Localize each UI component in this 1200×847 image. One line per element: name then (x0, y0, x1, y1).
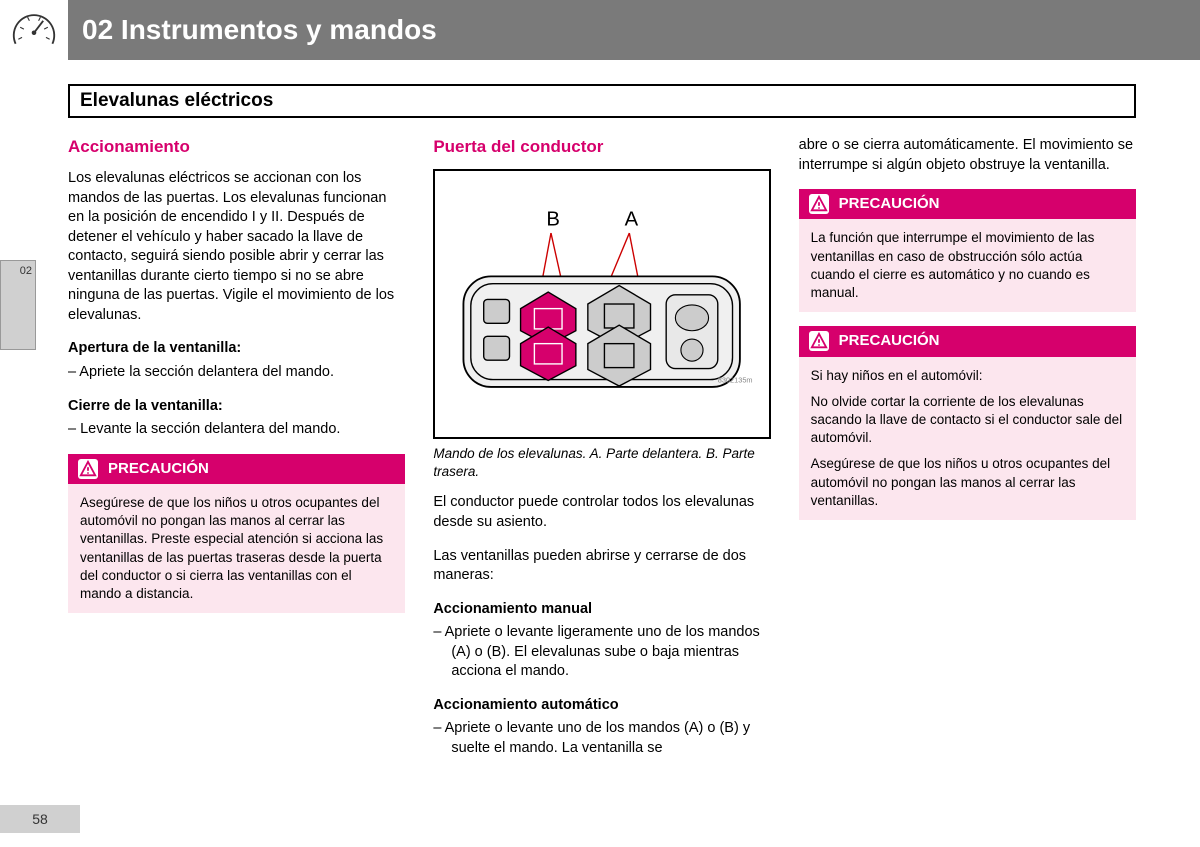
figure-caption: Mando de los elevalunas. A. Parte delant… (433, 445, 770, 481)
column-1: Accionamiento Los elevalunas eléctricos … (68, 136, 405, 787)
col1-li2: Levante la sección delantera del mando. (68, 420, 405, 440)
warning-body: Asegúrese de que los niños u otros ocupa… (68, 484, 405, 613)
col1-sub1: Apertura de la ventanilla: (68, 339, 405, 359)
warning-header: PRECAUCIÓN (799, 189, 1136, 219)
col2-heading: Puerta del conductor (433, 136, 770, 159)
col2-para1: El conductor puede controlar todos los e… (433, 493, 770, 532)
warning-triangle-icon (809, 331, 829, 351)
column-2: Puerta del conductor B A (433, 136, 770, 787)
warning-title: PRECAUCIÓN (839, 194, 940, 214)
col1-sub2: Cierre de la ventanilla: (68, 397, 405, 417)
col2-para2: Las ventanillas pueden abrirse y cerrars… (433, 547, 770, 586)
chapter-header: 02 Instrumentos y mandos (0, 0, 1200, 60)
col2-li2: Apriete o levante uno de los mandos (A) … (433, 719, 770, 758)
col3-warning1: PRECAUCIÓN La función que interrumpe el … (799, 189, 1136, 312)
section-title-box: Elevalunas eléctricos (68, 84, 1136, 118)
col3-para1: abre o se cierra automáticamente. El mov… (799, 136, 1136, 175)
warn2-p2: No olvide cortar la corriente de los ele… (811, 393, 1124, 448)
col1-li1: Apriete la sección delantera del mando. (68, 363, 405, 383)
warn2-p1: Si hay niños en el automóvil: (811, 367, 1124, 385)
col3-warning2: PRECAUCIÓN Si hay niños en el automóvil:… (799, 326, 1136, 520)
col2-li1: Apriete o levante ligeramente uno de los… (433, 623, 770, 682)
warning-title: PRECAUCIÓN (108, 459, 209, 479)
gauge-icon (11, 7, 57, 53)
warning-triangle-icon (78, 459, 98, 479)
content-area: Accionamiento Los elevalunas eléctricos … (68, 136, 1136, 787)
col2-sub2: Accionamiento automático (433, 696, 770, 716)
column-3: abre o se cierra automáticamente. El mov… (799, 136, 1136, 787)
warn2-p3: Asegúrese de que los niños u otros ocupa… (811, 455, 1124, 510)
side-tab: 02 (0, 260, 36, 350)
warning-header: PRECAUCIÓN (68, 454, 405, 484)
fig-label-b: B (547, 209, 561, 231)
section-title: Elevalunas eléctricos (80, 90, 1124, 112)
warning-body: Si hay niños en el automóvil: No olvide … (799, 357, 1136, 521)
fig-code: 8302135m (718, 375, 753, 384)
col1-para1: Los elevalunas eléctricos se accionan co… (68, 169, 405, 326)
warning-triangle-icon (809, 194, 829, 214)
page-number: 58 (0, 805, 80, 833)
chapter-title: 02 Instrumentos y mandos (82, 14, 437, 46)
warning-header: PRECAUCIÓN (799, 326, 1136, 356)
col1-heading: Accionamiento (68, 136, 405, 159)
col2-sub1: Accionamiento manual (433, 600, 770, 620)
fig-label-a: A (625, 209, 639, 231)
figure-window-controls: B A (433, 169, 770, 439)
warning-title: PRECAUCIÓN (839, 331, 940, 351)
warning-body: La función que interrumpe el movimiento … (799, 219, 1136, 312)
gauge-icon-area (0, 0, 68, 60)
col1-warning: PRECAUCIÓN Asegúrese de que los niños u … (68, 454, 405, 614)
